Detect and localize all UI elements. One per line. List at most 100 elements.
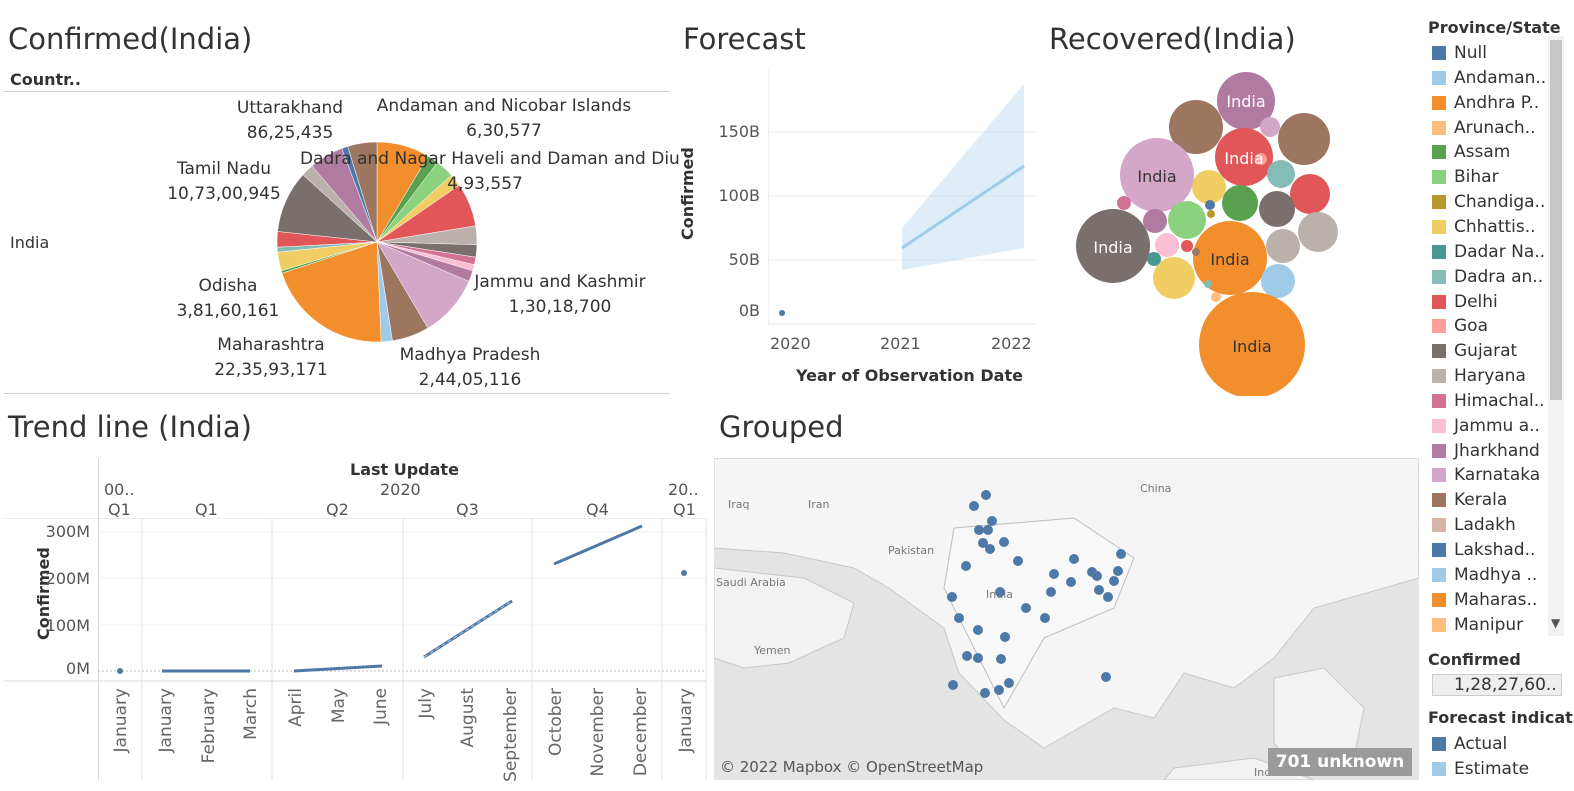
map-attribution[interactable]: © 2022 Mapbox © OpenStreetMap — [720, 758, 984, 776]
trend-quarter: Q1 — [195, 500, 218, 519]
legend-item[interactable]: Goa — [1432, 315, 1488, 337]
legend-item[interactable]: Chhattis.. — [1432, 216, 1536, 238]
forecast-confidence-band — [902, 84, 1024, 270]
legend-item[interactable]: Andhra P.. — [1432, 92, 1539, 114]
confirmed-title: Confirmed(India) — [8, 22, 253, 56]
bubble — [1153, 257, 1195, 299]
legend-item-label: Maharas.. — [1454, 589, 1538, 610]
legend-item[interactable]: Manipur — [1432, 614, 1523, 636]
legend-item-label: Null — [1454, 43, 1487, 63]
map-view[interactable]: Iraq Iran China Pakistan Saudi Arabia In… — [714, 458, 1419, 780]
legend-item-label: Chandiga.. — [1454, 192, 1546, 213]
legend-item-label: Madhya .. — [1454, 564, 1538, 585]
legend-item[interactable]: Madhya .. — [1432, 564, 1537, 586]
bubble — [1260, 117, 1280, 137]
legend-item[interactable]: Jharkhand — [1432, 440, 1540, 462]
legend-swatch — [1432, 493, 1446, 508]
recovered-bubble-chart[interactable]: India India India India India India — [1060, 66, 1350, 396]
bubble — [1298, 212, 1338, 252]
legend-scroll-thumb[interactable] — [1550, 40, 1562, 400]
pie-label-andaman: Andaman and Nicobar Islands 6,30,577 — [376, 96, 632, 141]
legend-item[interactable]: Maharas.. — [1432, 589, 1537, 611]
legend-item-label: Goa — [1454, 316, 1488, 337]
country-column-header[interactable]: Countr.. — [10, 70, 81, 89]
trend-quarter: Q4 — [586, 500, 609, 519]
legend-item[interactable]: Gujarat — [1432, 340, 1517, 362]
legend-item[interactable]: Assam — [1432, 141, 1510, 163]
trend-ytick: 0M — [66, 659, 90, 678]
trend-month-label: December — [631, 688, 651, 777]
trend-month-label: May — [329, 688, 349, 724]
bubble — [1168, 201, 1206, 239]
trend-plot[interactable] — [4, 518, 708, 780]
header-divider — [4, 91, 670, 92]
trend-quarter: Q2 — [326, 500, 349, 519]
country-row-label: India — [10, 233, 50, 252]
legend-item-label: Kerala — [1454, 490, 1508, 511]
bubble-label: India — [1226, 92, 1265, 111]
legend-item[interactable]: Lakshad.. — [1432, 539, 1535, 561]
legend-swatch — [1432, 443, 1446, 458]
trend-month-label: September — [501, 688, 521, 782]
size-legend-bar — [1432, 674, 1562, 696]
map-points[interactable] — [714, 458, 1419, 780]
trend-month-label: October — [546, 688, 566, 757]
legend-swatch — [1432, 592, 1446, 607]
bubble — [1155, 233, 1179, 257]
map-label-iran: Iran — [808, 498, 830, 511]
legend-item-label: Karnataka — [1454, 465, 1541, 486]
forecast-plot[interactable] — [768, 70, 1038, 326]
bubble — [1215, 128, 1273, 186]
bubble — [1290, 174, 1330, 214]
forecast-legend-actual[interactable]: Actual — [1432, 733, 1507, 755]
legend-item[interactable]: Jammu a.. — [1432, 415, 1540, 437]
legend-item[interactable]: Null — [1432, 42, 1487, 64]
legend-item-label: Gujarat — [1454, 341, 1518, 362]
legend-swatch — [1432, 518, 1446, 533]
legend-item[interactable]: Bihar — [1432, 166, 1499, 188]
legend-item[interactable]: Ladakh — [1432, 514, 1516, 536]
map-label-china: China — [1140, 482, 1172, 495]
legend-item-label: Dadra an.. — [1454, 266, 1544, 287]
legend-item[interactable]: Dadra an.. — [1432, 266, 1543, 288]
map-label-iraq: Iraq — [728, 498, 750, 511]
pie-label-jammu: Jammu and Kashmir 1,30,18,700 — [474, 272, 646, 317]
bubble — [1266, 229, 1300, 263]
legend-scrollbar[interactable] — [1548, 36, 1564, 636]
bubble — [1193, 221, 1267, 295]
unknown-badge[interactable]: 701 unknown — [1268, 748, 1412, 776]
legend-item[interactable]: Dadar Na.. — [1432, 241, 1545, 263]
map-label-yemen: Yemen — [754, 644, 791, 657]
legend-item[interactable]: Chandiga.. — [1432, 191, 1545, 213]
legend-item-label: Chhattis.. — [1454, 216, 1536, 237]
confirmed-pie-chart[interactable] — [270, 135, 484, 349]
trend-title: Trend line (India) — [8, 410, 252, 444]
legend-item[interactable]: Delhi — [1432, 291, 1498, 313]
legend-item[interactable]: Kerala — [1432, 489, 1507, 511]
bubble — [1278, 113, 1330, 165]
map-label-saudi: Saudi Arabia — [716, 576, 786, 589]
forecast-actual-point — [779, 310, 785, 316]
legend-item-label: Manipur — [1454, 614, 1524, 635]
pie-label-maharashtra: Maharashtra 22,35,93,171 — [214, 335, 328, 380]
bubble — [1205, 200, 1215, 210]
bubble — [1199, 292, 1305, 396]
trend-header: Last Update — [350, 460, 459, 479]
legend-swatch — [1432, 543, 1446, 557]
legend-item[interactable]: Karnataka — [1432, 464, 1540, 486]
forecast-y-axis-label: Confirmed — [678, 147, 697, 240]
panel-divider — [4, 393, 670, 394]
legend-swatch — [1432, 468, 1446, 483]
trend-quarter: Q3 — [456, 500, 479, 519]
legend-item[interactable]: Haryana — [1432, 365, 1526, 387]
legend-item[interactable]: Andaman.. — [1432, 67, 1546, 89]
pie-slice — [281, 241, 382, 343]
bubble — [1120, 138, 1194, 212]
legend-swatch — [1432, 269, 1446, 284]
scroll-down-icon[interactable]: ▼ — [1551, 616, 1561, 630]
legend-item[interactable]: Arunach.. — [1432, 117, 1536, 139]
legend-item[interactable]: Himachal.. — [1432, 390, 1545, 412]
forecast-legend-estimate[interactable]: Estimate — [1432, 758, 1529, 780]
forecast-ytick: 50B — [728, 250, 760, 269]
legend-item-label: Jharkhand — [1454, 440, 1540, 461]
